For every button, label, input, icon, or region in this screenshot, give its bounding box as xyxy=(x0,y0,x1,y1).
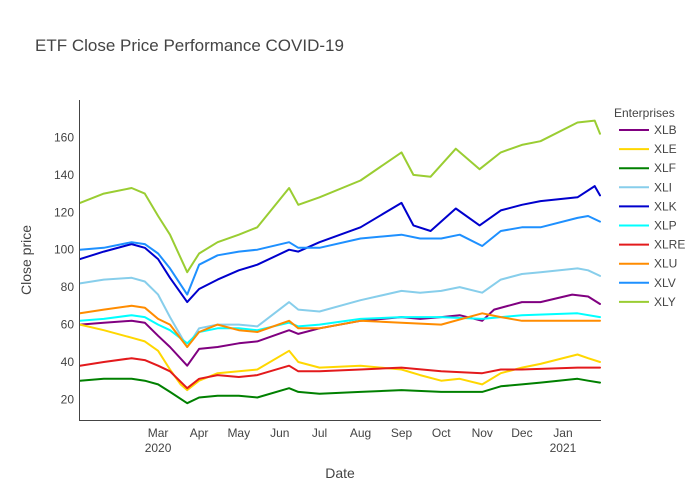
legend-item-xlu[interactable]: XLU xyxy=(619,257,677,271)
y-tick-label: 120 xyxy=(54,205,74,219)
legend-label: XLK xyxy=(654,199,677,213)
legend-label: XLE xyxy=(654,142,677,156)
y-tick-label: 80 xyxy=(61,280,75,294)
legend-label: XLRE xyxy=(654,238,685,252)
legend-items: XLB XLE XLF XLI XLK XLP XLRE XLU XLV XLY xyxy=(619,123,685,309)
legend-item-xli[interactable]: XLI xyxy=(619,180,672,194)
series-line-xli xyxy=(79,267,601,348)
y-tick-label: 140 xyxy=(54,168,74,182)
legend-item-xlre[interactable]: XLRE xyxy=(619,238,685,252)
y-axis-ticks: 20 40 60 80 100 120 140 160 xyxy=(54,130,74,406)
x-tick-label: Oct xyxy=(432,426,451,440)
x-tick-year-label: 2021 xyxy=(550,441,577,455)
x-tick-label: Apr xyxy=(190,426,209,440)
y-tick-label: 100 xyxy=(54,243,74,257)
chart-title: ETF Close Price Performance COVID-19 xyxy=(35,36,344,55)
legend-label: XLB xyxy=(654,123,677,137)
legend: Enterprises XLB XLE XLF XLI XLK XLP XLRE XLU XLV… xyxy=(614,106,685,309)
legend-item-xlv[interactable]: XLV xyxy=(619,276,676,290)
legend-item-xlb[interactable]: XLB xyxy=(619,123,677,137)
x-tick-label: May xyxy=(227,426,250,440)
x-tick-label: Nov xyxy=(472,426,493,440)
y-tick-label: 60 xyxy=(61,318,75,332)
legend-label: XLY xyxy=(654,295,676,309)
x-tick-label: Sep xyxy=(391,426,413,440)
y-tick-label: 40 xyxy=(61,355,75,369)
series-line-xlu xyxy=(79,304,601,348)
series-line-xlb xyxy=(79,293,601,367)
legend-item-xly[interactable]: XLY xyxy=(619,295,676,309)
legend-label: XLU xyxy=(654,257,677,271)
series-line-xlre xyxy=(79,357,601,390)
legend-label: XLP xyxy=(654,219,677,233)
x-axis-title: Date xyxy=(325,465,355,481)
series-line-xlf xyxy=(79,377,601,405)
y-tick-label: 20 xyxy=(61,392,75,406)
x-tick-label: Dec xyxy=(511,426,532,440)
legend-item-xlk[interactable]: XLK xyxy=(619,199,677,213)
series-line-xlp xyxy=(79,312,601,345)
x-tick-label: Mar xyxy=(148,426,169,440)
legend-item-xle[interactable]: XLE xyxy=(619,142,677,156)
legend-item-xlf[interactable]: XLF xyxy=(619,161,676,175)
legend-title: Enterprises xyxy=(614,106,675,120)
legend-label: XLI xyxy=(654,180,672,194)
x-tick-label: Jul xyxy=(312,426,327,440)
legend-label: XLF xyxy=(654,161,676,175)
legend-item-xlp[interactable]: XLP xyxy=(619,219,677,233)
x-tick-year-label: 2020 xyxy=(145,441,172,455)
x-tick-label: Jan xyxy=(553,426,572,440)
legend-label: XLV xyxy=(654,276,676,290)
y-axis-title: Close price xyxy=(18,225,34,295)
y-tick-label: 160 xyxy=(54,130,74,144)
x-tick-label: Aug xyxy=(350,426,371,440)
series-line-xlv xyxy=(79,215,601,296)
series-lines xyxy=(79,119,601,405)
series-line-xly xyxy=(79,119,601,274)
x-tick-label: Jun xyxy=(270,426,289,440)
